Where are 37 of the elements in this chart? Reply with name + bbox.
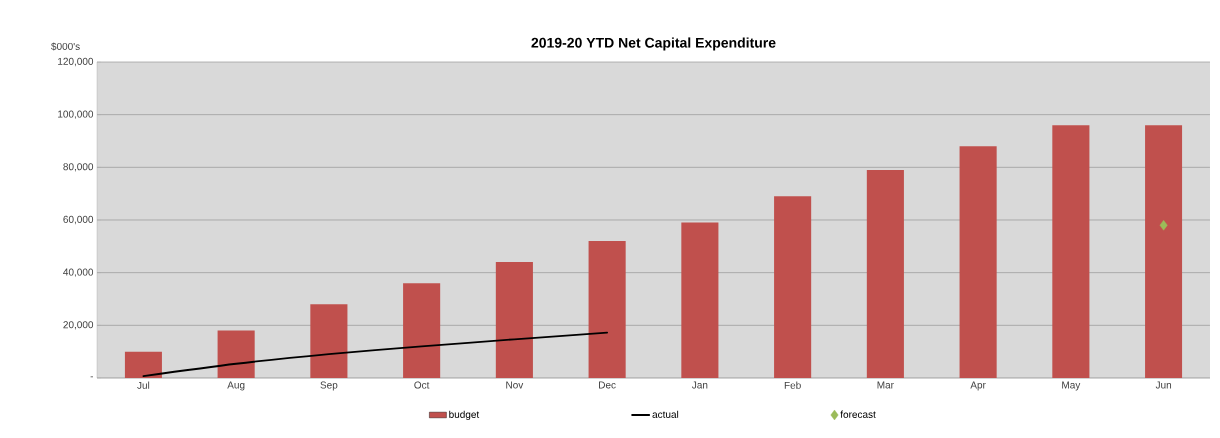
bar [866,169,904,378]
x-tick-label: Apr [970,381,986,391]
x-tick-label: Dec [599,381,616,389]
x-tick-label: Jul [137,381,150,389]
bar [124,351,162,378]
bar [217,330,255,378]
bar [495,262,533,378]
y-tick-label: - [90,376,94,378]
bar [310,304,348,378]
y-tick-label: 20,000 [63,321,94,330]
bar [588,241,626,378]
x-tick-label: Jun [1155,381,1172,389]
bar [959,146,997,378]
bar [774,196,812,378]
x-tick-label: Feb [784,381,801,389]
bar [1145,125,1183,378]
x-tick-label: Jan [691,381,708,389]
bar [403,283,441,378]
legend-label: actual [652,410,679,418]
y-tick-label: 80,000 [63,163,94,172]
line-series [142,331,609,378]
x-tick-label: Aug [227,381,245,391]
x-tick-label: Nov [506,381,524,389]
bar [1052,125,1090,378]
chart-title: 2019-20 YTD Net Capital Expenditure [531,37,776,51]
y-tick-label: 40,000 [63,268,94,277]
x-tick-label: Sep [320,381,338,391]
y-tick-label: 120,000 [58,57,94,67]
bar [681,222,719,378]
legend-label: forecast [840,410,876,418]
x-tick-label: Oct [414,381,430,389]
y-axis-title: $000's [51,42,80,51]
x-tick-label: Mar [877,381,894,389]
x-tick-label: May [1062,381,1081,391]
legend-label: budget [449,410,480,420]
y-tick-label: 100,000 [58,110,94,119]
y-tick-label: 60,000 [63,215,94,225]
